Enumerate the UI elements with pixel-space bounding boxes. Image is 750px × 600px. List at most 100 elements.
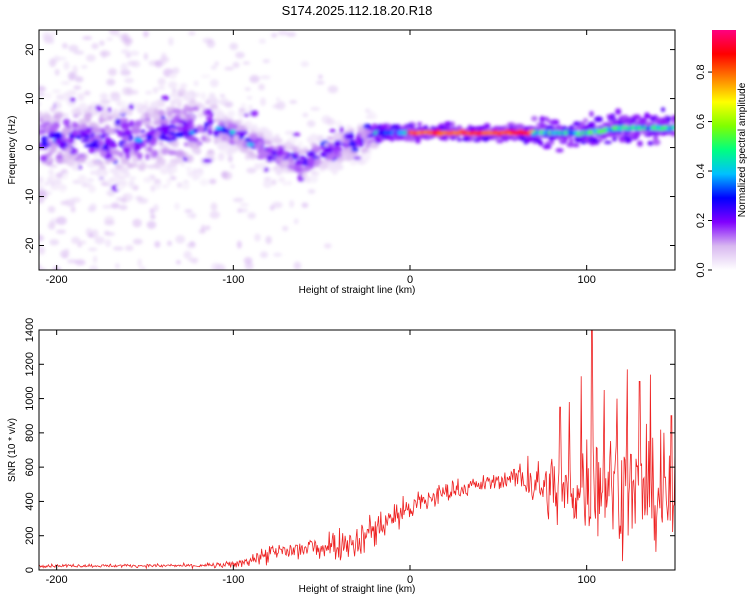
spectrogram-cell bbox=[552, 119, 560, 125]
spectrogram-cell bbox=[580, 140, 587, 145]
spectrogram-cell bbox=[160, 125, 171, 131]
spectrogram-cell bbox=[363, 158, 370, 163]
spectrogram-cell bbox=[121, 142, 132, 147]
spectrogram-noise-blob bbox=[198, 229, 206, 234]
spectrogram-cell bbox=[227, 122, 235, 131]
spectrogram-cell bbox=[69, 97, 76, 103]
spectrogram-cell bbox=[87, 142, 98, 149]
spectrogram-cell bbox=[109, 142, 118, 149]
spectrogram-cell bbox=[594, 138, 599, 144]
spectrogram-cell bbox=[357, 123, 363, 127]
spectrogram-noise-blob bbox=[227, 155, 233, 163]
spectrogram-cell bbox=[246, 124, 255, 131]
spectrogram-cell bbox=[128, 103, 134, 111]
snr-series-line bbox=[39, 330, 675, 570]
spectrogram-noise-blob bbox=[324, 243, 332, 249]
spectrogram-cell bbox=[158, 100, 166, 108]
spectrogram-cell bbox=[298, 149, 306, 155]
spectrogram-cell bbox=[209, 104, 219, 110]
spectrogram-cell bbox=[120, 157, 130, 165]
spectrogram-cell bbox=[42, 121, 51, 126]
spectrogram-cell bbox=[167, 150, 177, 156]
spectrogram-cell bbox=[288, 155, 293, 162]
spectrogram-noise-blob bbox=[188, 31, 196, 36]
spectrogram-cell bbox=[525, 135, 532, 143]
spectrogram-noise-blob bbox=[258, 83, 265, 91]
spectrogram-cell bbox=[365, 115, 374, 119]
spectrogram-cell bbox=[64, 146, 73, 153]
spectrogram-cell bbox=[118, 152, 124, 157]
spectrogram-cell bbox=[473, 126, 480, 131]
spectrogram-noise-blob bbox=[49, 239, 60, 246]
spectrogram-noise-blob bbox=[289, 200, 295, 208]
spectrogram-cell bbox=[78, 102, 88, 111]
spectrogram-cell bbox=[41, 140, 49, 148]
spectrogram-noise-blob bbox=[214, 61, 219, 66]
spectrogram-cell bbox=[350, 161, 357, 166]
spectrogram-cell bbox=[220, 97, 229, 104]
spectrogram-cell bbox=[606, 114, 613, 119]
spectrogram-cell bbox=[150, 150, 155, 158]
y-tick-label: 600 bbox=[24, 458, 36, 476]
spectrogram-cell bbox=[293, 166, 303, 173]
spectrogram-noise-blob bbox=[286, 32, 297, 37]
spectrogram-noise-blob bbox=[242, 61, 251, 65]
spectrogram-cell bbox=[232, 120, 241, 125]
spectrogram-cell bbox=[267, 155, 273, 162]
spectrogram-cell bbox=[115, 118, 121, 126]
spectrogram-cell bbox=[116, 99, 122, 107]
spectrogram-cell bbox=[90, 107, 97, 116]
spectrogram-cell bbox=[99, 173, 106, 177]
spectrogram-cell bbox=[632, 114, 641, 120]
spectrogram-cell bbox=[649, 117, 657, 122]
spectrogram-cell bbox=[229, 129, 236, 135]
spectrogram-noise-blob bbox=[39, 199, 45, 204]
spectrogram-cell bbox=[192, 176, 199, 181]
y-tick-label: 800 bbox=[24, 424, 36, 442]
spectrogram-cell bbox=[345, 153, 354, 161]
spectrogram-noise-blob bbox=[106, 78, 116, 86]
spectrogram-cell bbox=[158, 141, 164, 146]
spectrogram-cell bbox=[242, 141, 249, 149]
colorbar-tick-label: 0.4 bbox=[695, 163, 707, 178]
spectrogram-noise-blob bbox=[60, 81, 71, 85]
spectrogram-noise-blob bbox=[67, 71, 76, 81]
spectrogram-cell bbox=[172, 97, 183, 105]
spectrogram-cell bbox=[456, 138, 463, 142]
spectrogram-noise-blob bbox=[48, 221, 56, 230]
spectrogram-cell bbox=[248, 135, 258, 140]
spectrogram-cell bbox=[102, 93, 107, 101]
spectrogram-cell bbox=[555, 124, 563, 129]
spectrogram-cell bbox=[50, 184, 60, 191]
spectrogram-noise-blob bbox=[262, 59, 270, 64]
spectrogram-cell bbox=[205, 108, 213, 115]
spectrogram-cell bbox=[122, 146, 132, 154]
spectrogram-cell bbox=[333, 132, 342, 141]
spectrogram-noise-blob bbox=[176, 260, 181, 265]
spectrogram-cell bbox=[115, 184, 125, 191]
spectrogram-cell bbox=[602, 122, 610, 126]
spectrogram-cell bbox=[39, 184, 44, 190]
spectrogram-cell bbox=[119, 109, 125, 115]
spectrogram-cell bbox=[661, 130, 668, 136]
spectrogram-cell bbox=[366, 147, 372, 155]
y-tick-label: -20 bbox=[24, 238, 36, 254]
spectrogram-cell bbox=[671, 114, 675, 121]
spectrogram-noise-blob bbox=[75, 259, 86, 266]
spectrogram-cell bbox=[146, 135, 153, 140]
spectrogram-cell bbox=[39, 176, 44, 184]
spectrogram-cell bbox=[81, 182, 89, 188]
colorbar: 0.0 0.2 0.4 0.6 0.8 Normalized spectral ampl… bbox=[695, 30, 748, 278]
spectrogram-noise-blob bbox=[294, 218, 299, 225]
spectrogram-noise-blob bbox=[301, 202, 309, 208]
spectrogram-cell bbox=[209, 151, 214, 157]
spectrogram-cell bbox=[161, 95, 170, 101]
spectrogram-noise-blob bbox=[108, 30, 120, 36]
spectrogram-cell bbox=[51, 132, 56, 138]
spectrogram-cell bbox=[140, 129, 146, 133]
spectrogram-cell bbox=[310, 142, 318, 147]
spectrogram-cell bbox=[39, 102, 42, 106]
spectrogram-cell bbox=[49, 124, 59, 132]
spectrogram-cell bbox=[353, 156, 362, 160]
spectrogram-cell bbox=[93, 135, 102, 140]
